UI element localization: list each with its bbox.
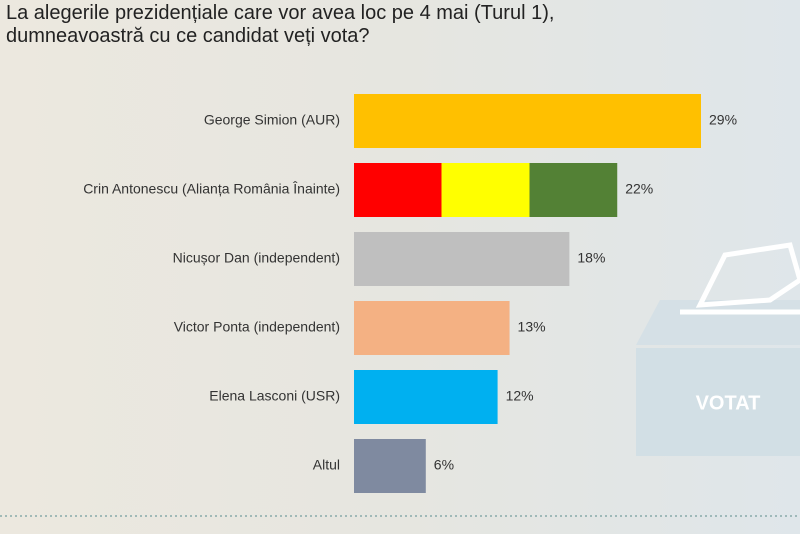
value-label: 29%	[709, 112, 737, 128]
bar	[354, 163, 618, 217]
category-label: Altul	[313, 457, 340, 473]
category-label: George Simion (AUR)	[204, 112, 340, 128]
ballot	[695, 242, 800, 308]
category-label: Victor Ponta (independent)	[174, 319, 340, 335]
category-label: Elena Lasconi (USR)	[209, 388, 340, 404]
category-label: Nicușor Dan (independent)	[173, 250, 340, 266]
value-label: 18%	[577, 250, 605, 266]
bar	[354, 301, 510, 355]
box-lid	[636, 300, 800, 345]
value-label: 6%	[434, 457, 454, 473]
chart-title: La alegerile prezidențiale care vor avea…	[6, 2, 555, 47]
ballot-box: VOTAT	[636, 242, 800, 456]
bar	[354, 232, 570, 286]
bar	[354, 94, 701, 148]
value-label: 13%	[518, 319, 546, 335]
bar	[354, 439, 426, 493]
value-label: 22%	[625, 181, 653, 197]
box-label: VOTAT	[696, 392, 761, 414]
box-body	[636, 348, 800, 456]
bar	[354, 370, 498, 424]
value-label: 12%	[506, 388, 534, 404]
category-label: Crin Antonescu (Alianța România Înainte)	[83, 181, 340, 197]
